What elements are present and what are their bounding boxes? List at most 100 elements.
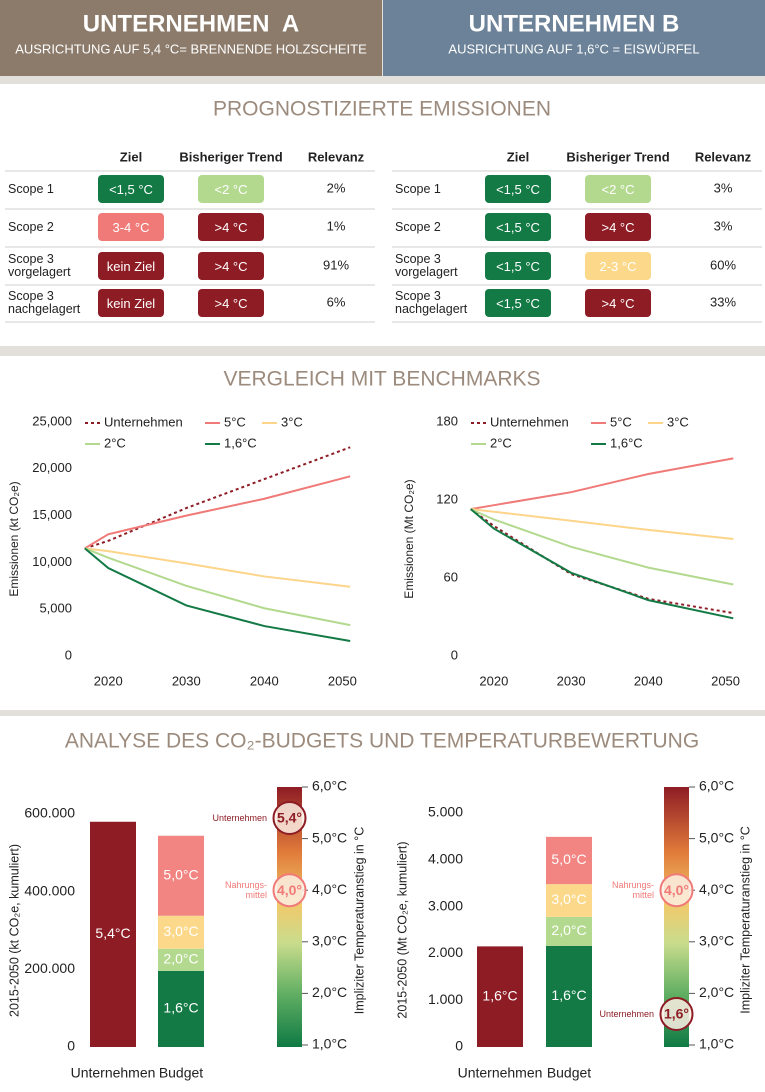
x-tick-label: 2020 [479,673,508,688]
temperature-tick-label: 4,0°C [699,881,734,897]
panel [0,356,765,710]
scope-label: Scope 3 nachgelagert [395,289,468,316]
bar-segment [546,916,592,946]
legend-label: 1,6°C [224,435,257,450]
y-tick-label: 600.000 [24,805,75,821]
rating-badge: kein Ziel [98,289,164,317]
temperature-tick-label: 1,0°C [699,1036,734,1052]
rating-badge: kein Ziel [98,252,164,280]
bar-segment [158,948,204,971]
rating-badge: <1,5 °C [98,175,164,203]
legend-label: 3°C [281,414,303,429]
temperature-tick-label: 5,0°C [312,829,347,845]
y-tick-label: 120 [436,491,458,506]
column-header: Ziel [507,149,529,164]
y-tick-label: 5.000 [428,804,463,820]
temperature-axis-title: Impliziter Temperaturanstieg in °C [352,827,366,1014]
rating-badge: <1,5 °C [485,213,551,241]
bar-segment [90,821,136,1047]
y-tick-label: 180 [436,413,458,428]
temperature-marker [659,997,694,1032]
header-b-bg [383,0,765,76]
y-tick-label: 5,000 [39,601,72,616]
marker-label: 5,4° [277,810,302,826]
segment-label: 5,0°C [551,851,586,867]
marker-name: Nahrungs- mittel [611,880,654,901]
segment-label: 1,6°C [551,987,586,1003]
temperature-marker [659,873,694,908]
legend-label: 5°C [610,414,632,429]
bar-segment [477,946,523,1047]
temperature-axis-title: Impliziter Temperaturanstieg in °C [738,826,752,1013]
column-header: Relevanz [695,149,752,164]
marker-name: Unternehmen [212,812,267,823]
x-tick-label: 2050 [711,673,740,688]
scope-label: Scope 3 vorgelagert [395,252,458,279]
temperature-tick-label: 2,0°C [312,984,347,1000]
bar-segment [546,945,592,1047]
scope-label: Scope 2 [8,219,54,234]
temperature-tick-label: 5,0°C [699,829,734,845]
y-tick-label: 0 [65,647,72,662]
company-subtitle: AUSRICHTUNG AUF 1,6°C = EISWÜRFEL [448,41,699,56]
scope-label: Scope 2 [395,219,441,234]
legend-label: 1,6°C [610,435,643,450]
column-header: Bisheriger Trend [566,149,669,164]
company-title: UNTERNEHMEN A [83,10,299,37]
relevance: 3% [714,218,733,233]
temperature-tick-label: 3,0°C [699,933,734,949]
header-a-bg [0,0,382,76]
segment-label: 1,6°C [163,1000,198,1016]
segment-label: 3,0°C [163,923,198,939]
y-axis-label: 2015-2050 (Mt CO₂e, kumuliert) [395,841,409,1018]
scope-label: Scope 1 [395,181,441,196]
scope-label: Scope 1 [8,181,54,196]
rating-badge: >4 °C [585,289,651,317]
x-tick-label: 2050 [328,673,357,688]
temperature-tick-label: 6,0°C [699,778,734,794]
line-series [470,508,734,586]
bar-segment [546,884,592,917]
x-tick-label: Unternehmen [458,1065,543,1081]
column-header: Ziel [120,149,142,164]
y-tick-label: 10,000 [32,554,72,569]
line-series [470,508,734,540]
marker-label: 4,0° [277,882,302,898]
line-series [84,547,351,588]
x-tick-label: 2040 [250,673,279,688]
x-tick-label: Budget [159,1065,203,1081]
temperature-tick-label: 3,0°C [312,933,347,949]
rating-badge: <2 °C [585,175,651,203]
bar-segment [158,835,204,916]
temperature-tick-label: 4,0°C [312,881,347,897]
relevance: 6% [327,294,346,309]
legend-label: 2°C [490,435,512,450]
rating-badge: <1,5 °C [485,289,551,317]
y-axis-label: Emissionen (Mt CO₂e) [402,479,416,598]
segment-label: 3,0°C [551,891,586,907]
segment-label: 2,0°C [163,951,198,967]
rating-badge: 2-3 °C [585,252,651,280]
column-header: Relevanz [308,149,365,164]
y-tick-label: 1.000 [428,991,463,1007]
legend-label: 3°C [667,414,689,429]
temperature-tick-label: 1,0°C [312,1036,347,1052]
x-tick-label: 2030 [557,673,586,688]
scope-label: Scope 3 vorgelagert [8,252,71,279]
legend-label: Unternehmen [490,414,569,429]
column-header: Bisheriger Trend [179,149,282,164]
temperature-marker [272,873,307,908]
y-tick-label: 4.000 [428,851,463,867]
legend-label: Unternehmen [104,414,183,429]
rating-badge: >4 °C [585,213,651,241]
marker-name: Unternehmen [599,1009,654,1020]
temperature-tick-label: 2,0°C [699,984,734,1000]
y-tick-label: 3.000 [428,897,463,913]
line-series [84,446,351,550]
bar-segment [158,970,204,1047]
relevance: 33% [710,294,736,309]
line-series [84,547,351,627]
rating-badge: 3-4 °C [98,213,164,241]
y-tick-label: 0 [67,1038,75,1054]
